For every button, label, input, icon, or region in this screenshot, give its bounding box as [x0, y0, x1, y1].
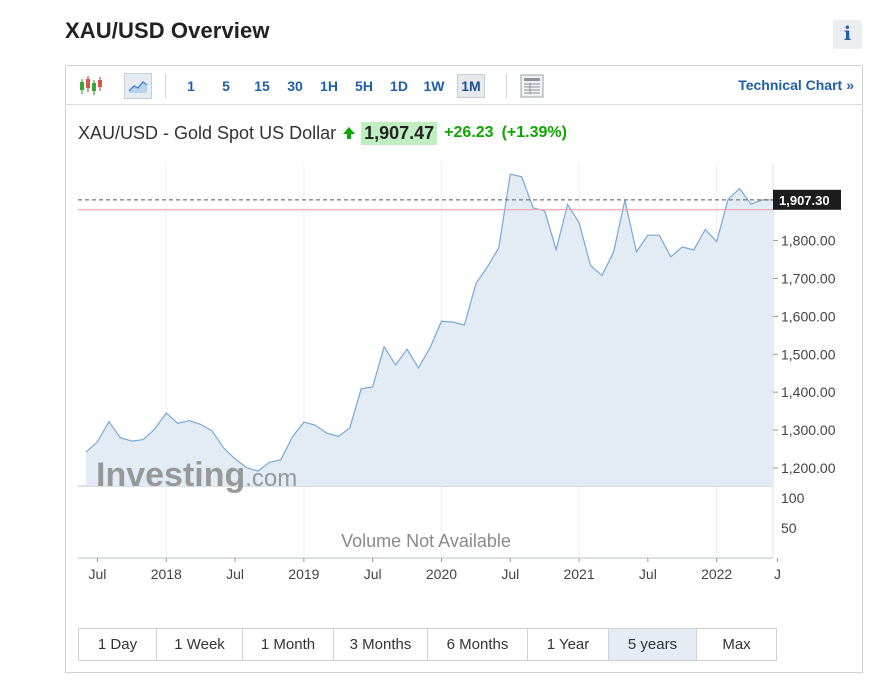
y-tick-label: 1,500.00: [781, 346, 836, 362]
range-1-week-button[interactable]: 1 Week: [157, 629, 243, 660]
table-icon[interactable]: [519, 73, 545, 99]
technical-chart-label: Technical Chart: [738, 77, 843, 93]
toolbar-divider: [506, 74, 507, 98]
quote-line: XAU/USD - Gold Spot US Dollar 1,907.47 +…: [78, 120, 567, 146]
timeframe-1h-button[interactable]: 1H: [320, 78, 338, 94]
y-tick-label: 1,300.00: [781, 422, 836, 438]
timeframe-1m-button[interactable]: 1M: [457, 74, 485, 98]
info-icon[interactable]: i: [833, 20, 862, 49]
x-tick-label: 2019: [288, 566, 319, 582]
last-price: 1,907.47: [361, 121, 438, 145]
range-6-months-button[interactable]: 6 Months: [428, 629, 528, 660]
volume-tick-label: 50: [781, 520, 797, 536]
volume-tick-label: 100: [781, 490, 805, 506]
price-area: [86, 174, 774, 486]
x-tick-label: Jul: [639, 566, 657, 582]
price-change-percent: (+1.39%): [501, 124, 567, 141]
range-1-year-button[interactable]: 1 Year: [528, 629, 609, 660]
current-price-tag: [773, 189, 841, 210]
range-max-button[interactable]: Max: [722, 636, 751, 653]
technical-chart-link[interactable]: Technical Chart»: [738, 77, 854, 93]
x-tick-label: 2021: [563, 566, 594, 582]
range-1-day-button[interactable]: 1 Day: [79, 629, 157, 660]
x-tick-label: 2022: [701, 566, 732, 582]
x-tick-label: Jul: [89, 566, 107, 582]
arrow-up-icon: [343, 127, 356, 139]
range-5-years-button[interactable]: 5 years: [609, 629, 697, 660]
x-tick-label: Jul: [501, 566, 519, 582]
timeframe-5-button[interactable]: 5: [222, 78, 230, 94]
x-tick-label: Jul: [364, 566, 382, 582]
y-tick-label: 1,600.00: [781, 308, 836, 324]
x-tick-label: 2018: [151, 566, 182, 582]
y-tick-label: 1,400.00: [781, 384, 836, 400]
range-1-month-button[interactable]: 1 Month: [243, 629, 334, 660]
range-selector: 1 Day 1 Week 1 Month 3 Months 6 Months 1 Year…: [78, 628, 777, 661]
chart-widget: 1 5 15 30 1H 5H 1D 1W 1M Technical Chart» XAU/US…: [65, 65, 863, 673]
watermark-domain: .com: [245, 465, 297, 492]
instrument-name: XAU/USD - Gold Spot US Dollar: [78, 122, 337, 143]
line-chart-button[interactable]: [124, 73, 152, 99]
investing-watermark: Investing.com: [96, 456, 297, 494]
timeframe-1-button[interactable]: 1: [187, 78, 195, 94]
x-tick-label: J: [774, 566, 781, 582]
timeframe-1w-button[interactable]: 1W: [423, 78, 445, 94]
x-tick-label: Jul: [226, 566, 244, 582]
price-line: [85, 173, 774, 472]
current-price-label: 1,907.30: [779, 193, 830, 208]
y-tick-label: 1,200.00: [781, 460, 836, 476]
range-3-months-button[interactable]: 3 Months: [334, 629, 428, 660]
y-tick-label: 1,800.00: [781, 233, 836, 249]
chart-toolbar: 1 5 15 30 1H 5H 1D 1W 1M Technical Chart»: [66, 66, 862, 105]
page-title: XAU/USD Overview: [65, 18, 270, 43]
volume-not-available: Volume Not Available: [341, 531, 511, 551]
y-tick-label: 1,700.00: [781, 270, 836, 286]
timeframe-5h-button[interactable]: 5H: [355, 78, 373, 94]
line-chart-icon: [128, 81, 148, 93]
price-change: +26.23: [444, 124, 494, 141]
double-chevron-right-icon: »: [846, 77, 854, 93]
watermark-brand: Investing: [96, 456, 245, 494]
candlestick-icon[interactable]: [78, 73, 104, 99]
toolbar-divider: [165, 74, 166, 98]
timeframe-1d-button[interactable]: 1D: [390, 78, 408, 94]
price-chart[interactable]: 1,907.30 1,800.00 1,700.00 1,600.00 1,500.00…: [66, 66, 862, 606]
x-tick-label: 2020: [426, 566, 457, 582]
timeframe-30-button[interactable]: 30: [287, 78, 303, 94]
timeframe-15-button[interactable]: 15: [254, 78, 270, 94]
